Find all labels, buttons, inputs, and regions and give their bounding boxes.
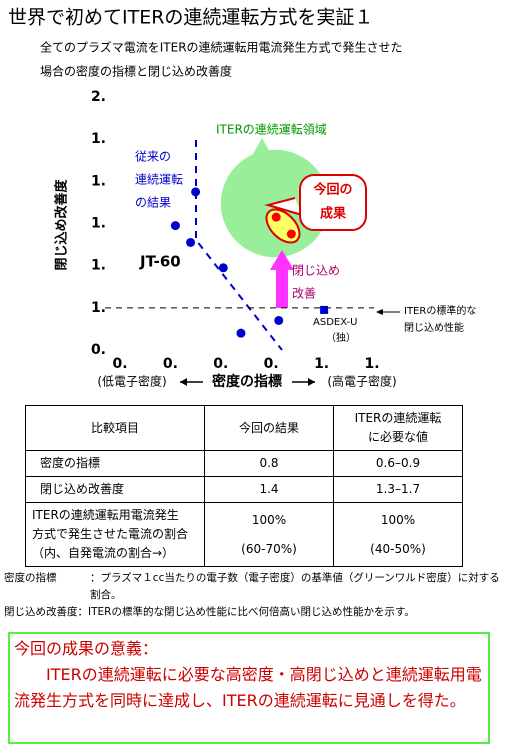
arrow-head [308,378,315,386]
header-cell: 比較項目 [25,405,205,451]
header-cell: 今回の結果 [204,405,334,451]
improvement-label: 閉じ込め [292,264,340,278]
result-label: 成果 [320,206,346,222]
previous-label: 従来の [135,150,171,164]
note: 閉じ込め改善度 ：ITERの標準的な閉じ込め性能に比べ何倍高い閉じ込め性能かを示す… [4,604,504,621]
cell: 0.6–0.9 [333,450,463,477]
x-tick-label: 1. [314,356,329,372]
y-tick-label: 1. [91,173,106,189]
y-tick-label: 1. [91,131,106,147]
cell: ITERの連続運転用電流発生 方式で発生させた電流の割合 （内、自発電流の割合→） [25,502,205,567]
cell-line: 100% [251,512,287,527]
result-label: 今回の [312,182,352,198]
x-axis-title: 密度の指標 [211,373,282,390]
summary-box: 今回の成果の意義： ITERの連続運転に必要な高密度・高閉じ込めと連続運転用電流… [8,632,490,744]
point [191,187,201,197]
y-tick-label: 2. [91,89,106,105]
x-axis-note: (高電子密度) [327,374,396,389]
note: 密度の指標 ：プラズマ１cc当たりの電子数（電子密度）の基準値（グリーンワルド密度… [4,570,504,604]
cell: 閉じ込め改善度 [25,476,205,503]
title: 世界で初めてITERの連続運転方式を実証１ [8,7,373,29]
comparison-table: 比較項目 今回の結果 ITERの連続運転 に必要な値 密度の指標 0.8 0.6–0.9 … [25,405,463,567]
callout-box [299,174,367,231]
summary-body: ITERの連続運転に必要な高密度・高閉じ込めと連続運転用電流発生方式を同時に達成… [14,665,482,710]
cell: 100% (60-70%) [204,502,334,567]
y-tick-label: 0. [91,342,106,358]
header-cell: ITERの連続運転 に必要な値 [333,405,463,451]
y-axis-title: 閉じ込め改善度 [54,179,70,271]
region-pointer [250,138,271,158]
point [320,305,329,314]
callout-tail [264,197,303,216]
note-text: ：ITERの標準的な閉じ込め性能に比べ何倍高い閉じ込め性能かを示す。 [77,606,415,618]
improvement-arrow [276,268,288,308]
previous-label: 連続運転 [135,173,183,187]
cell-line: ITERの連続運転 [354,411,442,425]
cell: 1.4 [204,476,334,503]
arrow-head [376,309,383,315]
point [286,229,296,239]
cell-line: 方式で発生させた電流の割合 [32,527,189,541]
note-text: ：プラズマ１cc当たりの電子数（電子密度）の基準値（グリーンワルド密度）に対する… [90,572,500,601]
country-label: （独） [326,331,356,344]
y-tick-label: 1. [91,300,106,316]
x-tick-label: 0. [213,356,228,372]
previous-label: の結果 [135,196,171,210]
x-tick-label: 0. [163,356,178,372]
series-label: ASDEX-U [313,317,358,328]
x-tick-label: 0. [112,356,127,372]
standard-label: ITERの標準的な [404,304,476,317]
note-term: 閉じ込め改善度 [4,606,78,618]
cell-line: （内、自発電流の割合→） [32,546,175,560]
point [236,328,246,338]
y-tick-label: 1. [91,258,106,274]
summary-heading: 今回の成果の意義： [14,639,159,658]
series-label: JT-60 [139,253,181,271]
cell-line: 100% [380,512,416,527]
point [271,212,281,222]
point [170,221,180,231]
chart: 世界で初めてITERの連続運転方式を実証１ 全てのプラズマ電流をITERの連続運… [8,7,476,391]
notes: 密度の指標 ：プラズマ１cc当たりの電子数（電子密度）の基準値（グリーンワルド密度… [4,570,504,621]
improvement-arrow-head [270,250,294,270]
x-tick-label: 0. [264,356,279,372]
x-tick-label: 1. [364,356,379,372]
x-axis-note: (低電子密度) [97,374,166,389]
point [186,237,196,247]
standard-label: 閉じ込め性能 [404,321,464,334]
region-label: ITERの連続運転領域 [216,122,327,137]
cell: 1.3–1.7 [333,476,463,503]
cell-line: に必要な値 [367,430,428,444]
note-term: 密度の指標 [4,572,57,584]
improvement-label: 改善 [292,286,316,301]
subtitle: 場合の密度の指標と閉じ込め改善度 [40,64,232,79]
cell-line: ITERの連続運転用電流発生 [32,508,179,522]
subtitle: 全てのプラズマ電流をITERの連続運転用電流発生方式で発生させた [40,40,403,55]
point [218,263,228,273]
point [274,315,284,325]
cell: 密度の指標 [25,450,205,477]
cell: 100% (40-50%) [333,502,463,567]
y-tick-label: 1. [91,216,106,232]
cell: 0.8 [204,450,334,477]
arrow-head [180,378,187,386]
cell-line: (40-50%) [370,541,426,556]
cell-line: (60-70%) [241,541,297,556]
